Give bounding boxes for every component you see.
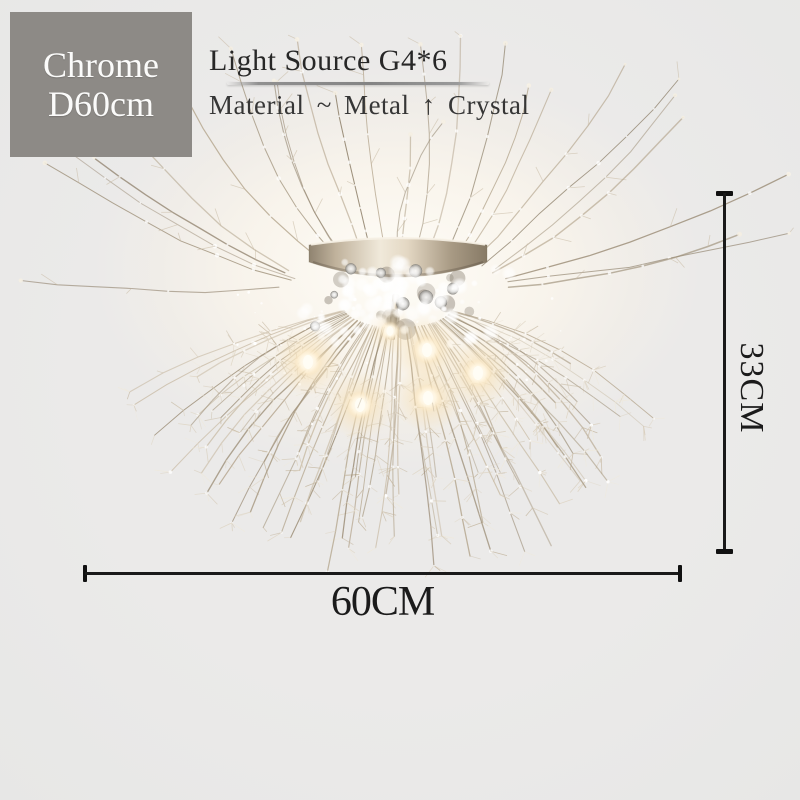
width-dimension-label: 60CM	[330, 579, 435, 625]
light-source-text: Light Source G4*6	[209, 44, 448, 77]
width-dimension-line	[83, 565, 682, 582]
dimension-end-cap	[678, 565, 682, 582]
spec-header: Light Source G4*6 Material ~ Metal ↑ Cry…	[209, 44, 530, 120]
variant-size-label: D60cm	[48, 83, 154, 124]
variant-finish-label: Chrome	[43, 44, 159, 85]
height-dimension-label: 33CM	[733, 342, 770, 434]
variant-badge: Chrome D60cm	[10, 12, 192, 157]
height-dimension-line	[716, 191, 733, 554]
chandelier-photo	[18, 31, 794, 578]
dimension-line	[723, 193, 726, 552]
dimension-end-cap	[716, 549, 733, 554]
material-text: Material ~ Metal ↑ Crystal	[209, 90, 530, 120]
spec-divider	[227, 82, 489, 85]
dimension-line	[85, 572, 680, 575]
